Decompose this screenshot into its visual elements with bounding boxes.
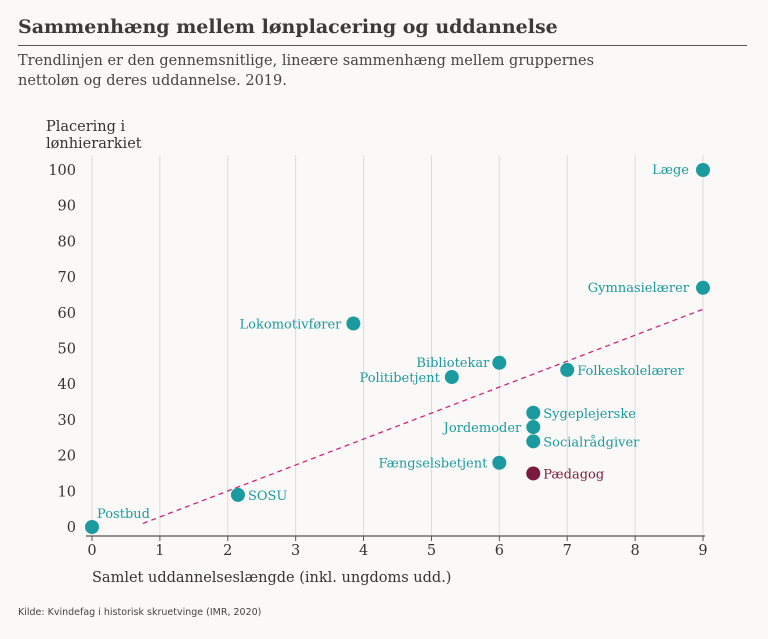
x-tick-label-9: 9: [698, 543, 707, 559]
y-tick-label-30: 30: [58, 413, 76, 429]
chart-subtitle: Trendlinjen er den gennemsnitlige, lineæ…: [18, 53, 595, 89]
x-tick-label-1: 1: [155, 543, 164, 559]
point-postbud: [85, 520, 99, 534]
point-folkeskolel-rer: [560, 362, 575, 377]
y-tick-label-90: 90: [58, 199, 76, 215]
y-tick-label-50: 50: [58, 342, 76, 358]
point-politibetjent: [444, 370, 459, 385]
y-tick-label-100: 100: [48, 163, 76, 179]
point-label-socialr-dgiver: Socialrådgiver: [543, 434, 640, 450]
x-tick-label-3: 3: [291, 543, 300, 559]
y-tick-label-40: 40: [58, 377, 76, 393]
x-tick-label-0: 0: [87, 543, 96, 559]
point-label-jordemoder: Jordemoder: [442, 421, 522, 436]
point-socialr-dgiver: [526, 434, 541, 449]
point-label-sosu: SOSU: [248, 489, 287, 504]
point-label-postbud: Postbud: [97, 507, 150, 522]
point-label-gymnasiel-rer: Gymnasielærer: [588, 281, 690, 296]
y-tick-label-20: 20: [58, 449, 76, 465]
point-label-f-ngselsbetjent: Fængselsbetjent: [379, 457, 489, 472]
y-tick-label-80: 80: [58, 234, 76, 250]
x-tick-label-7: 7: [563, 543, 572, 559]
grid-lines: [91, 155, 704, 536]
y-axis-label-line-1: Placering i: [46, 119, 126, 135]
data-points: Postbud SOSU Lokomotivfører PolitibetjentBi…: [85, 163, 710, 534]
x-tick-label-6: 6: [495, 543, 504, 559]
point-sygeplejerske: [526, 405, 541, 420]
trend-line-group: [142, 308, 704, 525]
point-sosu: [230, 487, 245, 502]
point-jordemoder: [526, 420, 541, 435]
chart-title: Sammenhæng mellem lønplacering og uddann…: [18, 16, 558, 38]
point-gymnasiel-rer: [696, 280, 710, 295]
point-f-ngselsbetjent: [492, 455, 507, 470]
x-axis-label: Samlet uddannelseslængde (inkl. ungdoms …: [92, 570, 451, 586]
x-tick-label-5: 5: [427, 543, 436, 559]
point-bibliotekar: [492, 355, 507, 370]
point-label-sygeplejerske: Sygeplejerske: [543, 407, 636, 422]
x-tick-label-4: 4: [359, 543, 368, 559]
y-axis-label-line-2: lønhierarkiet: [46, 136, 142, 152]
point-label-politibetjent: Politibetjent: [359, 371, 440, 386]
y-tick-label-0: 0: [67, 520, 76, 536]
x-tick-label-2: 2: [223, 543, 232, 559]
title-divider: [18, 45, 747, 46]
point-label-p-dagog: Pædagog: [543, 467, 604, 482]
point-label-bibliotekar: Bibliotekar: [416, 356, 490, 371]
x-tick-label-8: 8: [630, 543, 639, 559]
trend-line: [142, 308, 704, 525]
point-p-dagog: [526, 466, 541, 481]
point-label-l-ge: Læge: [652, 163, 689, 178]
source-note: Kilde: Kvindefag i historisk skruetvinge…: [18, 607, 262, 618]
y-tick-label-60: 60: [58, 306, 76, 322]
point-label-folkeskolel-rer: Folkeskolelærer: [577, 364, 684, 379]
point-lokomotivf-rer: [346, 316, 361, 331]
y-tick-label-70: 70: [58, 270, 76, 286]
point-l-ge: [696, 163, 710, 177]
point-label-lokomotivf-rer: Lokomotivfører: [240, 318, 343, 333]
y-tick-label-10: 10: [58, 484, 76, 500]
